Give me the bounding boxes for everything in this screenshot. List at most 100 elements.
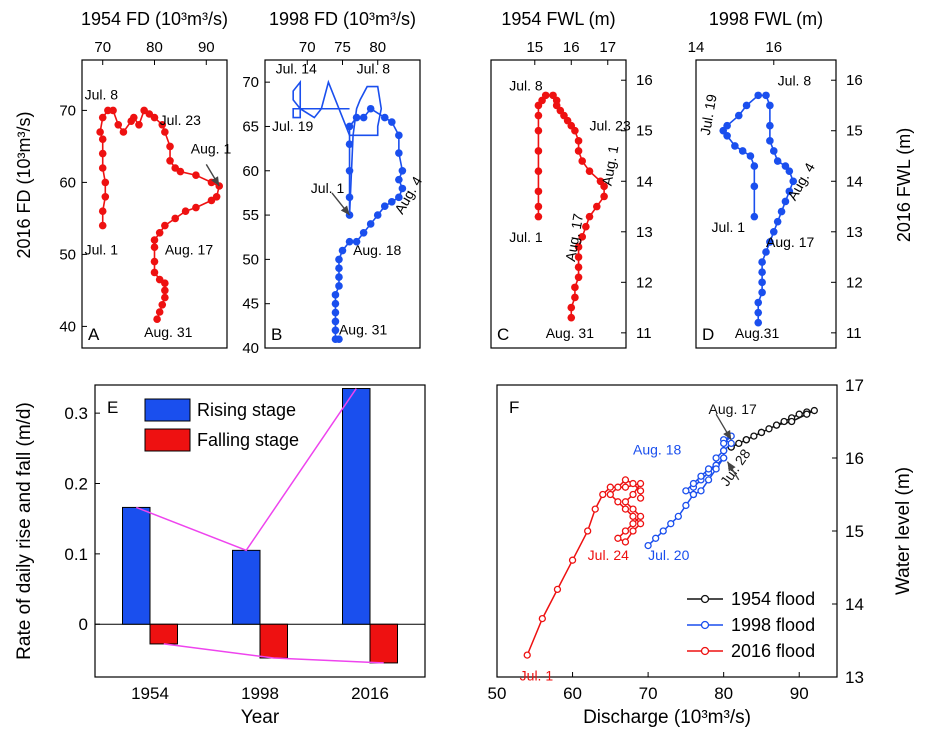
x-tick-label: 2016: [351, 684, 389, 703]
panel-letter: F: [509, 398, 519, 417]
data-point: [335, 264, 343, 273]
legend: Rising stage Falling stage: [144, 398, 299, 452]
panel-c: 1954 FWL (m) 15 16 17 11 12 13 14 15 16 Jul. 8 Jul.…: [490, 9, 653, 349]
data-point: [606, 490, 614, 499]
annotation: Aug. 1: [599, 144, 622, 187]
annotation: Jul. 8: [85, 87, 119, 103]
panel-a: 1954 FD (10³m³/s) 70 80 90 40 50 60 70 Jul. 8 Jul…: [59, 9, 231, 349]
data-point: [335, 335, 343, 343]
annotation: Aug. 17: [766, 234, 814, 250]
data-point: [161, 221, 169, 230]
data-point: [331, 308, 340, 317]
panel-b: 1998 FD (10³m³/s) 70 75 80 40 45 50 55 60 65 70 Jul…: [242, 9, 425, 357]
data-point: [621, 476, 630, 484]
data-point: [600, 192, 608, 201]
data-point: [352, 113, 361, 122]
legend-entry: Rising stage: [197, 400, 296, 420]
trend-line: [163, 643, 384, 664]
y-tick-label: 14: [846, 173, 863, 190]
x-tick-label: 60: [563, 684, 582, 703]
data-point: [731, 142, 739, 150]
data-point: [754, 91, 763, 100]
arrow-head: [211, 176, 220, 186]
data-point: [629, 490, 637, 499]
data-point: [150, 257, 159, 266]
data-point: [629, 527, 637, 535]
data-point: [98, 135, 107, 143]
annotation: Jul. 19: [272, 118, 313, 134]
data-point: [762, 248, 770, 256]
y-tick-label: 0.3: [64, 404, 88, 423]
data-point: [772, 421, 781, 429]
data-point: [766, 121, 774, 130]
data-point: [652, 534, 660, 542]
data-point: [192, 203, 200, 212]
y-tick-label: 16: [636, 72, 653, 89]
y-tick-label: 40: [59, 318, 76, 335]
data-point: [534, 212, 543, 221]
data-point: [135, 121, 143, 129]
data-point: [578, 157, 587, 165]
annotation: Jul. 19: [697, 93, 720, 137]
data-point: [621, 527, 630, 535]
data-point: [388, 118, 396, 126]
arrow-head: [727, 461, 736, 472]
data-point: [119, 128, 128, 136]
y-axis-label: Rate of daily rise and fall (m/d): [14, 402, 35, 660]
data-point: [574, 137, 583, 145]
data-point: [629, 512, 637, 521]
y-tick-label: 12: [636, 274, 653, 291]
annotation: Aug. 17: [709, 401, 757, 417]
annotation: Jul. 1: [520, 668, 554, 684]
data-point: [689, 479, 698, 488]
data-point: [712, 454, 720, 462]
data-point: [161, 293, 169, 302]
data-point: [567, 303, 576, 312]
annotation: Jul. 8: [778, 72, 812, 88]
data-point: [352, 237, 361, 246]
data-point: [780, 417, 788, 426]
data-point: [166, 157, 174, 165]
data-point: [584, 527, 592, 535]
data-point: [150, 236, 159, 244]
data-point: [155, 229, 164, 237]
series-line: [99, 109, 221, 320]
data-point: [98, 113, 107, 122]
data-point: [636, 479, 645, 488]
data-point: [395, 131, 403, 140]
x-tick-label: 90: [198, 39, 215, 56]
data-point: [331, 291, 340, 299]
data-point: [366, 220, 375, 228]
axes-frame: [490, 59, 627, 349]
data-point: [380, 202, 389, 211]
panel-letter: C: [497, 325, 509, 344]
data-point: [614, 498, 622, 506]
bar: [122, 506, 151, 625]
arrow-head: [340, 205, 350, 216]
annotation: Jul. 14: [276, 60, 317, 76]
data-point: [345, 237, 354, 246]
data-point: [582, 222, 590, 231]
data-point: [750, 212, 759, 221]
x-tick-label: 90: [790, 684, 809, 703]
legend-swatch: [144, 398, 191, 422]
data-point: [395, 149, 403, 157]
data-point: [644, 541, 652, 550]
data-point: [395, 175, 403, 184]
data-point: [96, 128, 104, 136]
data-point: [621, 483, 630, 491]
data-point: [773, 217, 782, 226]
data-point: [795, 410, 803, 418]
y-tick-label: 16: [845, 449, 864, 468]
data-point: [359, 229, 368, 237]
annotation: Aug. 31: [546, 325, 594, 341]
data-point: [636, 512, 645, 521]
panel-e: 0 0.1 0.2 0.3 1954 1998 2016 Rising stage Fallin…: [14, 384, 426, 728]
data-point: [758, 258, 766, 266]
data-point: [150, 243, 159, 251]
y-tick-label: 50: [59, 246, 76, 263]
y-tick-label: 45: [242, 296, 259, 313]
data-point: [129, 113, 138, 122]
y-axis-label: Water level (m): [893, 467, 914, 595]
